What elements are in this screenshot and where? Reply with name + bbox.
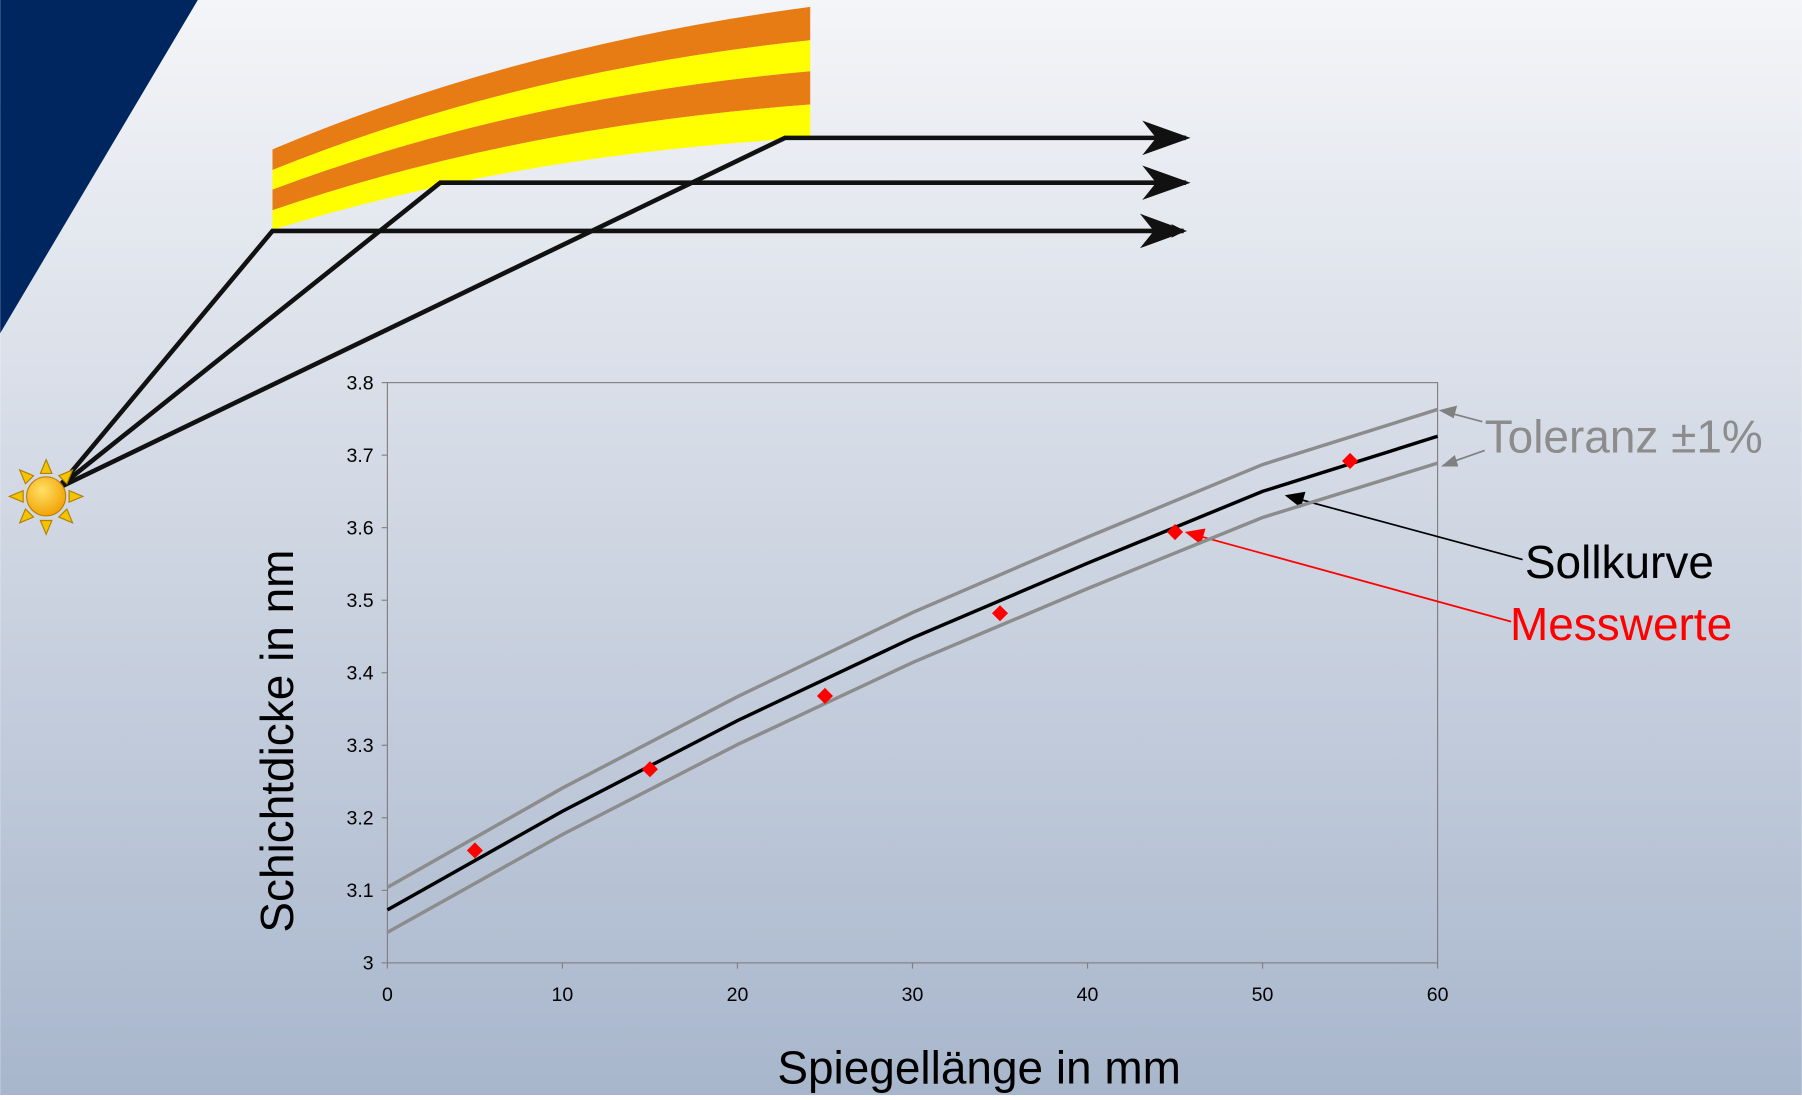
tolerance-upper	[386, 407, 1439, 889]
y-tick-label: 3.5	[346, 590, 373, 612]
corner-decoration	[0, 0, 198, 334]
x-tick-label: 50	[1252, 984, 1274, 1006]
mirror-illustration	[7, 6, 1191, 536]
data-point	[466, 842, 483, 859]
y-tick-label: 3.7	[346, 445, 373, 467]
x-axis-title: Spiegellänge in mm	[777, 1042, 1181, 1094]
y-tick-label: 3.8	[346, 373, 373, 395]
series-line	[386, 434, 1439, 912]
x-tick-label: 60	[1427, 984, 1449, 1006]
y-tick-label: 3.1	[346, 880, 373, 902]
x-tick-label: 20	[727, 984, 749, 1006]
y-tick-label: 3.4	[346, 663, 373, 685]
y-tick-label: 3	[363, 953, 374, 975]
legend-label: Sollkurve	[1525, 536, 1714, 588]
y-tick-label: 3.2	[346, 808, 373, 830]
x-tick-label: 0	[382, 984, 393, 1006]
tolerance-annotation: Toleranz ±1%	[1485, 411, 1763, 463]
data-point	[1342, 452, 1359, 469]
x-tick-label: 40	[1077, 984, 1099, 1006]
y-tick-label: 3.6	[346, 518, 373, 540]
legend-label: Messwerte	[1510, 598, 1732, 650]
y-tick-label: 3.3	[346, 735, 373, 757]
tolerance-lower	[386, 461, 1439, 934]
annotation-arrows	[1184, 405, 1523, 623]
y-axis-title: Schichtdicke in nm	[251, 550, 303, 933]
x-tick-label: 30	[902, 984, 924, 1006]
x-tick-label: 10	[552, 984, 574, 1006]
